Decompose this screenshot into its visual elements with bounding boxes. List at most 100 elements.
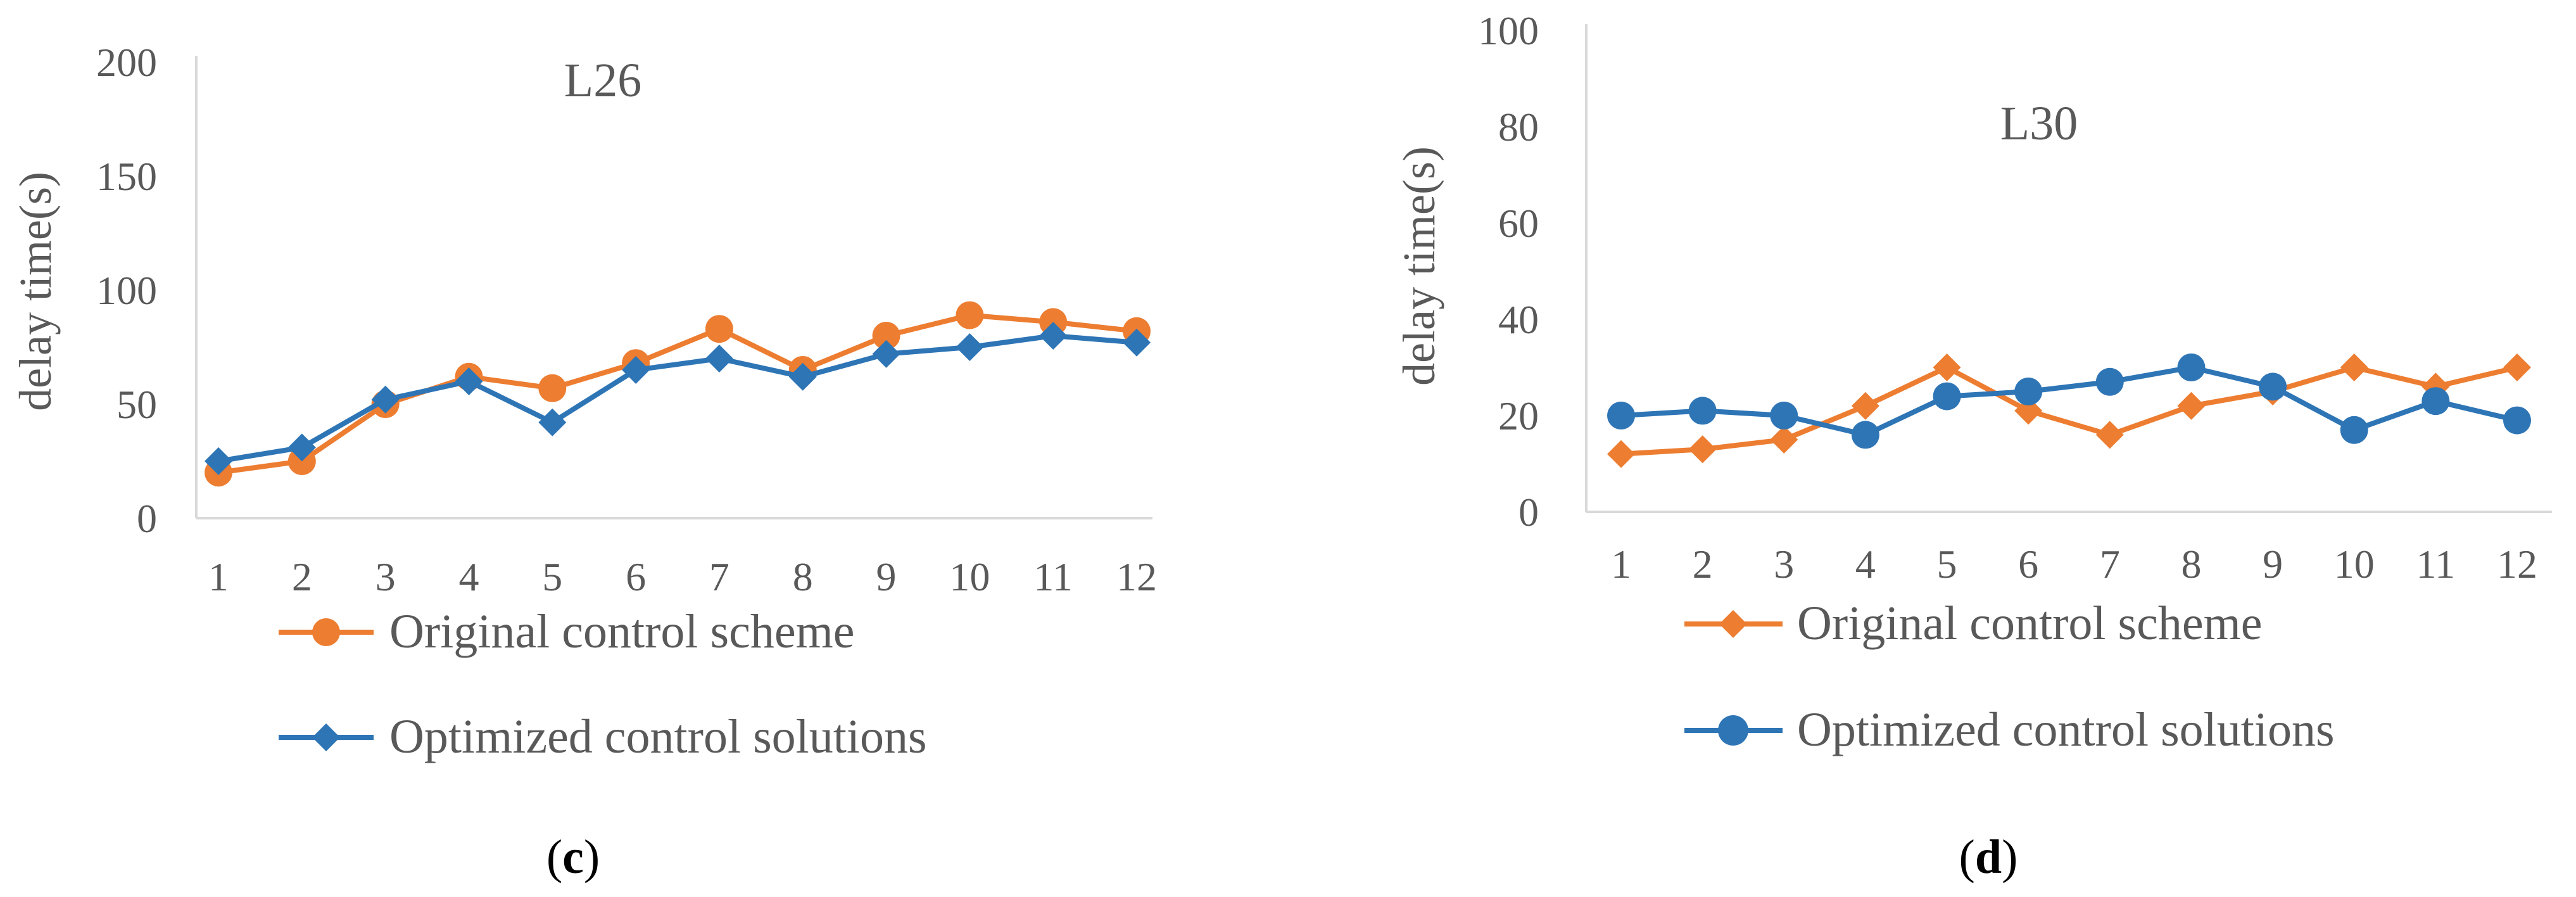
chart-d-y-tick-label: 40 — [1498, 297, 1539, 342]
chart-c-x-tick-label: 11 — [1033, 554, 1073, 599]
chart-d-x-tick-label: 7 — [2100, 542, 2120, 587]
chart-d-y-tick-label: 80 — [1498, 105, 1539, 150]
chart-d-x-tick-label: 8 — [2181, 542, 2201, 587]
chart-c-title: L26 — [564, 54, 641, 107]
chart-d-y-tick-label: 0 — [1518, 490, 1539, 535]
chart-c-data-point — [622, 356, 650, 384]
chart-c-x-tick-label: 12 — [1116, 554, 1157, 599]
chart-d-x-tick-label: 10 — [2334, 542, 2375, 587]
chart-c-x-tick-label: 6 — [626, 554, 646, 599]
chart-c-caption-letter: c — [562, 830, 584, 884]
chart-c-y-tick-labels: 0 50 100 150 200 — [96, 40, 157, 541]
chart-c-data-point — [956, 301, 984, 329]
chart-d-data-point — [2177, 353, 2206, 381]
chart-d-data-point — [2177, 391, 2206, 420]
chart-d-caption-open: ( — [1959, 830, 1975, 884]
chart-c-x-tick-label: 9 — [876, 554, 897, 599]
chart-d-x-tick-labels: 1 2 3 4 5 6 7 8 9 10 11 12 — [1611, 542, 2537, 587]
chart-c-caption: (c) — [546, 830, 600, 884]
chart-d-data-point — [1607, 440, 1635, 468]
chart-c-data-point — [538, 408, 567, 436]
chart-d-data-point — [1688, 435, 1717, 464]
chart-d-caption-close: ) — [2002, 830, 2017, 884]
chart-c-data-point — [705, 345, 733, 372]
chart-d-y-tick-label: 60 — [1498, 201, 1539, 246]
chart-d-data-point — [2095, 421, 2124, 449]
chart-d-x-tick-label: 4 — [1855, 542, 1876, 587]
chart-c-y-tick-label: 50 — [117, 382, 157, 427]
chart-c-caption-open: ( — [546, 830, 562, 884]
chart-d-data-point — [2340, 353, 2368, 381]
chart-d-data-point — [2503, 353, 2531, 381]
chart-c-y-axis-label: delay time(s) — [10, 172, 61, 411]
chart-c-legend-item-original: Original control scheme — [279, 605, 854, 658]
chart-d-legend: Original control scheme Optimized contro… — [1684, 597, 2335, 756]
chart-d-data-point — [2014, 378, 2043, 405]
chart-d-data-point — [2259, 372, 2287, 401]
chart-d-legend-label-optimized: Optimized control solutions — [1797, 703, 2335, 756]
chart-c-data-point — [371, 385, 400, 414]
chart-c-data-point — [788, 362, 817, 391]
chart-c-legend-diamond-icon — [312, 723, 340, 751]
chart-c-data-point — [538, 374, 567, 402]
chart-c-x-tick-label: 10 — [949, 554, 990, 599]
chart-d-y-tick-label: 100 — [1478, 8, 1539, 53]
chart-d-data-point — [2095, 367, 2124, 396]
chart-d-data-point — [1607, 402, 1635, 429]
chart-c-caption-close: ) — [584, 830, 600, 884]
chart-d-data-point — [2503, 406, 2531, 435]
chart-d-legend-diamond-icon — [1719, 610, 1747, 638]
chart-c-series-line-original — [218, 312, 1137, 475]
chart-c-data-point — [455, 367, 483, 395]
chart-d-x-tick-label: 11 — [2416, 542, 2456, 587]
chart-c-x-tick-label: 3 — [376, 554, 396, 599]
chart-d-x-tick-label: 9 — [2263, 542, 2283, 587]
chart-c-y-tick-label: 0 — [137, 496, 157, 541]
chart-d-data-point — [1933, 382, 1961, 410]
chart-c-series-line-optimized — [218, 333, 1137, 464]
chart-d-legend-label-original: Original control scheme — [1797, 597, 2262, 650]
chart-d-x-tick-label: 6 — [2018, 542, 2038, 587]
chart-c-y-tick-label: 150 — [96, 154, 157, 199]
chart-d-legend-circle-icon — [1718, 715, 1748, 746]
chart-d-data-point — [1770, 426, 1798, 454]
chart-d-data-point — [1851, 421, 1879, 449]
chart-c-y-tick-label: 100 — [96, 268, 157, 313]
chart-d-data-point — [2340, 416, 2368, 444]
chart-c-data-point — [1039, 322, 1068, 350]
chart-c-legend-label-original: Original control scheme — [389, 605, 854, 658]
chart-d-axes — [1585, 24, 2552, 513]
chart-d-data-point — [1770, 402, 1798, 429]
chart-d-y-tick-label: 20 — [1498, 393, 1539, 438]
chart-d-x-tick-label: 3 — [1774, 542, 1794, 587]
chart-c-legend-label-optimized: Optimized control solutions — [389, 710, 927, 763]
chart-d-x-tick-label: 2 — [1693, 542, 1713, 587]
chart-c-x-tick-labels: 1 2 3 4 5 6 7 8 9 10 11 12 — [208, 554, 1157, 599]
chart-c-y-tick-label: 200 — [96, 40, 157, 85]
chart-c-x-tick-label: 1 — [208, 554, 229, 599]
chart-d-caption-letter: d — [1975, 830, 2002, 884]
chart-d-data-point — [1688, 397, 1717, 425]
chart-c-data-point — [872, 322, 900, 350]
chart-d-data-point — [1851, 391, 1879, 420]
chart-c-series — [205, 301, 1151, 487]
chart-c-x-tick-label: 2 — [292, 554, 312, 599]
chart-c-x-tick-label: 4 — [458, 554, 479, 599]
chart-c-x-tick-label: 8 — [793, 554, 813, 599]
chart-d-y-axis-label: delay time(s) — [1394, 146, 1444, 386]
chart-d-data-point — [2421, 387, 2450, 416]
chart-c-x-tick-label: 7 — [709, 554, 729, 599]
chart-c-legend-item-optimized: Optimized control solutions — [279, 710, 927, 763]
chart-d-x-tick-label: 1 — [1611, 542, 1631, 587]
chart-c-axes — [195, 56, 1152, 519]
chart-c-data-point — [1123, 328, 1151, 357]
chart-d-title: L30 — [2000, 97, 2078, 150]
chart-d-legend-item-original: Original control scheme — [1684, 597, 2262, 650]
chart-c-data-point — [956, 333, 984, 361]
chart-c-data-point — [287, 433, 316, 462]
chart-d-legend-item-optimized: Optimized control solutions — [1684, 703, 2335, 756]
chart-c-legend-circle-icon — [312, 618, 340, 646]
